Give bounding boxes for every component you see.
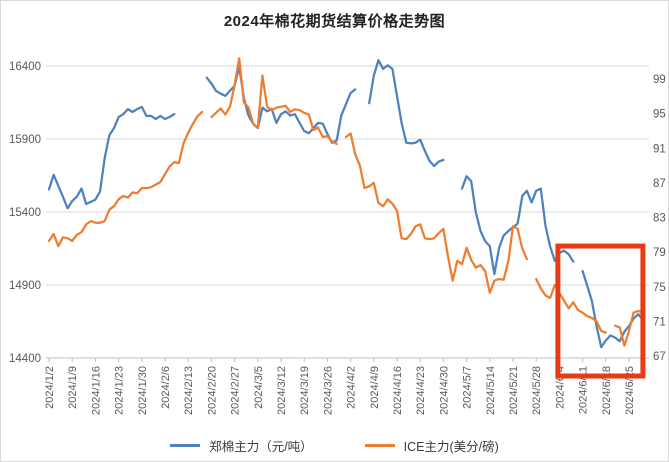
y-axis-label-left: 15900 bbox=[9, 134, 41, 146]
legend-item-czce: 郑棉主力（元/吨） bbox=[170, 436, 313, 455]
x-axis-label: 2024/3/19 bbox=[299, 366, 311, 415]
y-axis-label-right: 67 bbox=[653, 351, 666, 363]
y-axis-label-right: 83 bbox=[653, 213, 666, 225]
y-axis-label-right: 75 bbox=[653, 282, 666, 294]
legend-label-ice: ICE主力(美分/磅) bbox=[403, 440, 499, 454]
x-axis-label: 2024/6/11 bbox=[578, 366, 590, 414]
x-axis-label: 2024/4/16 bbox=[392, 366, 404, 415]
legend: 郑棉主力（元/吨） ICE主力(美分/磅) bbox=[1, 436, 668, 455]
czce-line bbox=[47, 59, 645, 349]
y-axis-label-right: 71 bbox=[653, 316, 666, 328]
x-axis-label: 2024/3/12 bbox=[276, 366, 288, 415]
x-axis-label: 2024/5/28 bbox=[531, 366, 543, 415]
x-axis-label: 2024/5/21 bbox=[508, 366, 520, 415]
legend-label-czce: 郑棉主力（元/吨） bbox=[209, 440, 313, 454]
y-axis-label-left: 14900 bbox=[9, 280, 41, 292]
x-axis-label: 2024/4/30 bbox=[438, 366, 450, 415]
x-axis-label: 2024/5/7 bbox=[462, 366, 474, 409]
x-axis-label: 2024/1/16 bbox=[90, 366, 102, 415]
x-axis-label: 2024/2/20 bbox=[206, 366, 218, 415]
czce-line-swatch-icon bbox=[170, 444, 201, 447]
y-axis-label-left: 14400 bbox=[9, 353, 41, 365]
x-axis-label: 2024/2/6 bbox=[160, 366, 172, 409]
y-axis-label-right: 87 bbox=[653, 178, 666, 190]
x-axis-label: 2024/3/26 bbox=[322, 366, 334, 415]
x-axis-label: 2024/2/13 bbox=[183, 366, 195, 415]
x-axis-label: 2024/6/25 bbox=[624, 366, 636, 415]
ice-line bbox=[47, 57, 645, 347]
x-axis-label: 2024/5/14 bbox=[485, 366, 497, 415]
legend-item-ice: ICE主力(美分/磅) bbox=[364, 436, 499, 455]
y-axis-label-left: 15400 bbox=[9, 207, 41, 219]
x-axis-label: 2024/4/23 bbox=[415, 366, 427, 415]
x-axis-label: 2024/4/2 bbox=[346, 366, 358, 409]
ice-line-swatch-icon bbox=[364, 444, 395, 447]
x-axis-label: 2024/1/2 bbox=[44, 366, 56, 409]
x-axis-label: 2024/3/5 bbox=[253, 366, 265, 409]
x-axis-label: 2024/1/23 bbox=[114, 366, 126, 415]
x-axis-label: 2024/6/18 bbox=[601, 366, 613, 415]
y-axis-label-right: 79 bbox=[653, 247, 666, 259]
x-axis-label: 2024/4/9 bbox=[369, 366, 381, 409]
x-axis-label: 2024/1/9 bbox=[67, 366, 79, 409]
y-axis-label-right: 99 bbox=[653, 74, 666, 86]
y-axis-label-right: 95 bbox=[653, 109, 666, 121]
y-axis-label-left: 16400 bbox=[9, 61, 41, 73]
chart-title: 2024年棉花期货结算价格走势图 bbox=[223, 13, 446, 30]
y-axis-label-right: 91 bbox=[653, 143, 666, 155]
highlight-box bbox=[555, 243, 646, 379]
x-axis-label: 2024/1/30 bbox=[137, 366, 149, 415]
x-axis-label: 2024/2/27 bbox=[230, 366, 242, 415]
